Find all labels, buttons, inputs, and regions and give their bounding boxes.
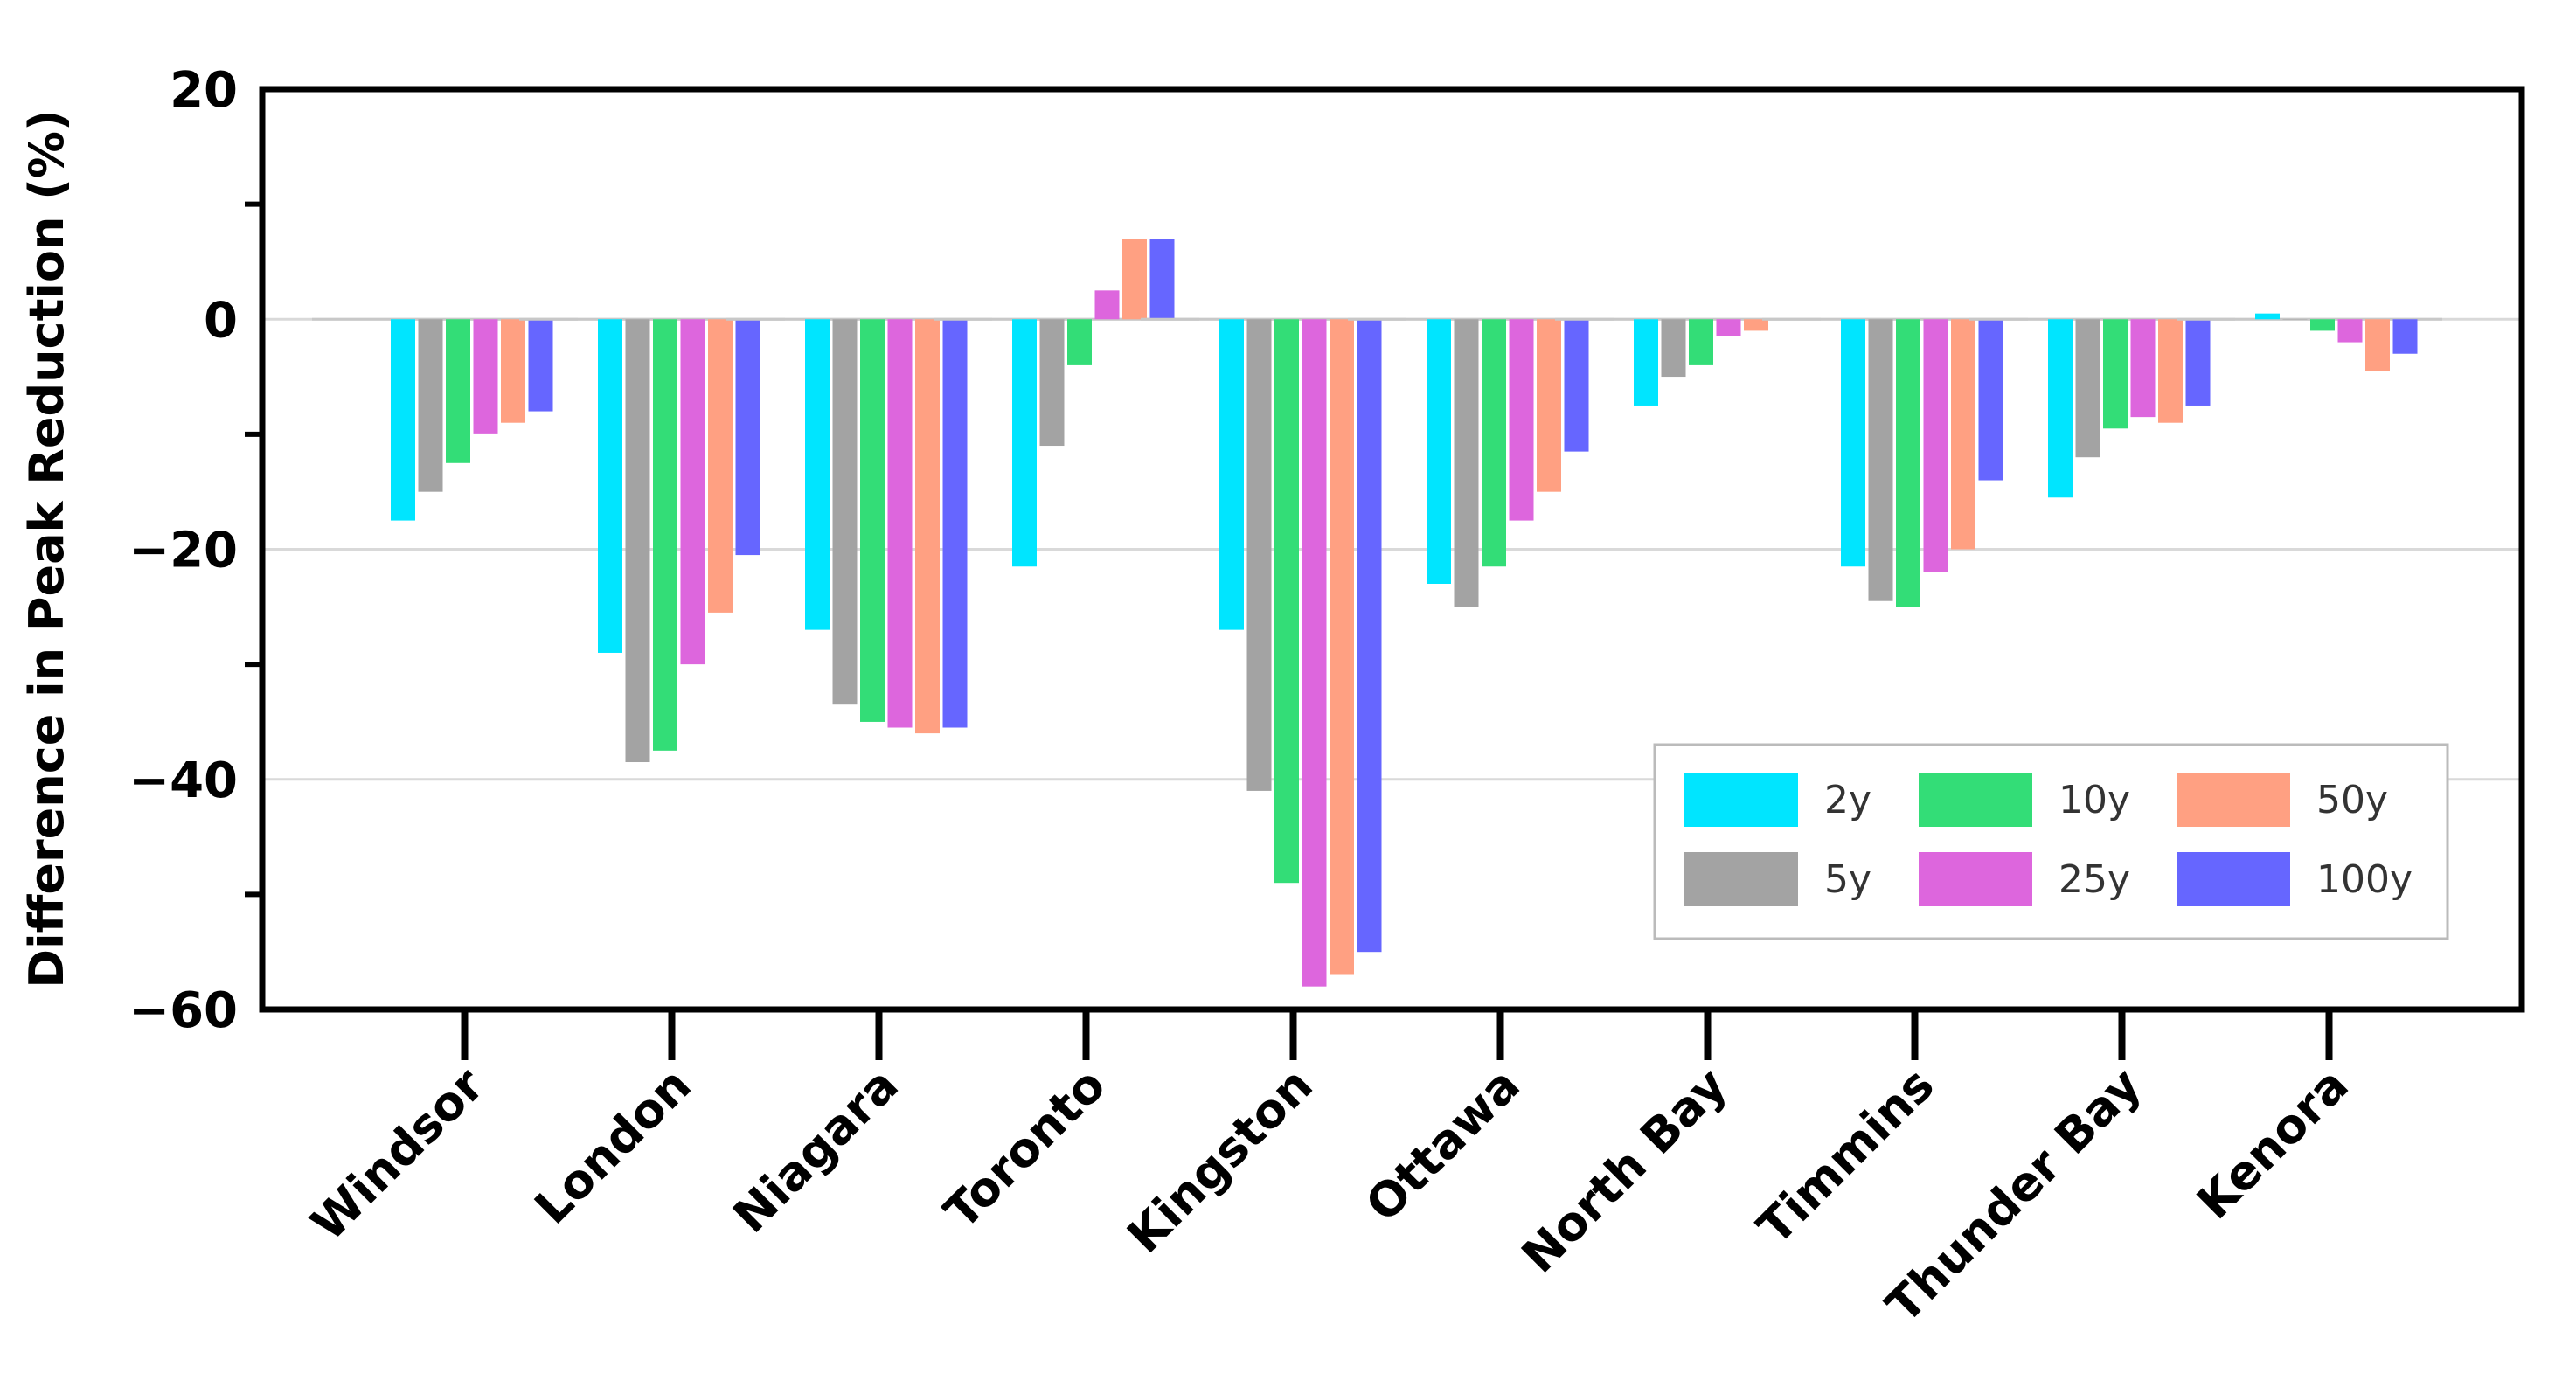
bar-timmins-100y [1978, 319, 2003, 481]
x-tick-label: Timmins [1746, 1058, 1944, 1255]
bar-kenora-50y [2365, 319, 2390, 371]
bar-kingston-5y [1246, 319, 1272, 791]
legend-swatch-100y [2177, 852, 2290, 906]
bar-timmins-50y [1951, 319, 1975, 550]
x-tick-label: London [524, 1058, 702, 1235]
bar-windsor-25y [473, 319, 498, 434]
bar-windsor-10y [446, 319, 470, 463]
bar-ottawa-50y [1537, 319, 1561, 492]
y-axis: 20 0 −20 −40 −60 [128, 62, 262, 1039]
bar-kenora-5y [2282, 319, 2308, 320]
legend-label-25y: 25y [2059, 857, 2130, 902]
x-axis: Windsor London Niagara Toronto Kingston Ottaw… [301, 1009, 2359, 1334]
bar-north-bay-25y [1716, 319, 1741, 336]
bar-timmins-25y [1923, 319, 1948, 572]
legend-label-50y: 50y [2316, 778, 2388, 822]
bar-kingston-25y [1302, 319, 1327, 987]
bar-niagara-50y [915, 319, 940, 734]
bar-kingston-10y [1274, 319, 1299, 884]
x-tick-label: Kingston [1117, 1058, 1323, 1264]
bar-niagara-10y [860, 319, 885, 722]
x-tick-label: Windsor [301, 1057, 495, 1251]
y-tick-label: 20 [170, 62, 238, 119]
bar-thunder-bay-10y [2103, 319, 2128, 429]
legend-label-2y: 2y [1824, 778, 1871, 822]
x-tick-label: Toronto [934, 1058, 1115, 1239]
bar-niagara-25y [887, 319, 913, 728]
bar-toronto-2y [1012, 319, 1037, 567]
bar-niagara-2y [805, 319, 830, 630]
bar-london-10y [653, 319, 677, 751]
bar-kingston-100y [1357, 319, 1382, 953]
bar-windsor-2y [391, 319, 415, 521]
legend-swatch-2y [1684, 773, 1798, 827]
bar-london-2y [598, 319, 622, 653]
bar-north-bay-2y [1634, 319, 1658, 406]
bar-kenora-100y [2392, 319, 2418, 354]
bar-london-100y [735, 319, 760, 556]
bar-ottawa-10y [1482, 319, 1506, 567]
legend-label-10y: 10y [2059, 778, 2130, 822]
bar-niagara-100y [942, 319, 968, 728]
plot-frame [259, 86, 2525, 1013]
bar-thunder-bay-25y [2130, 319, 2156, 418]
x-tick-label: North Bay [1511, 1058, 1738, 1284]
bar-ottawa-100y [1564, 319, 1589, 452]
y-tick-label: −20 [128, 523, 238, 579]
legend-label-100y: 100y [2316, 857, 2413, 902]
bar-timmins-10y [1896, 319, 1920, 607]
bar-niagara-5y [832, 319, 858, 705]
legend-swatch-5y [1684, 852, 1798, 906]
y-tick-label: −40 [128, 752, 238, 809]
bar-north-bay-10y [1689, 319, 1713, 365]
bar-north-bay-50y [1744, 319, 1768, 331]
bar-windsor-100y [528, 319, 553, 412]
bar-thunder-bay-50y [2158, 319, 2183, 423]
y-axis-label: Difference in Peak Reduction (%) [19, 109, 74, 988]
bar-north-bay-5y [1661, 319, 1686, 378]
bar-ottawa-25y [1509, 319, 1534, 521]
bar-kingston-2y [1219, 319, 1244, 630]
bar-ottawa-5y [1454, 319, 1479, 607]
bar-thunder-bay-2y [2048, 319, 2073, 498]
bar-kenora-25y [2337, 319, 2363, 343]
bar-kenora-2y [2255, 313, 2280, 320]
bar-thunder-bay-5y [2075, 319, 2100, 458]
legend-swatch-10y [1919, 773, 2032, 827]
bar-toronto-10y [1067, 319, 1092, 365]
legend-label-5y: 5y [1824, 857, 1871, 902]
x-tick-label: Niagara [723, 1058, 909, 1244]
bar-kenora-10y [2310, 319, 2335, 331]
legend-swatch-25y [1919, 852, 2032, 906]
bar-toronto-100y [1149, 239, 1175, 320]
bar-windsor-5y [418, 319, 443, 492]
bar-london-50y [708, 319, 733, 613]
bar-toronto-50y [1122, 239, 1147, 320]
y-tick-label: 0 [204, 292, 238, 349]
bar-london-5y [625, 319, 650, 763]
x-tick-label: Ottawa [1355, 1058, 1530, 1232]
y-tick-label: −60 [128, 982, 238, 1039]
bar-london-25y [680, 319, 705, 665]
bar-toronto-25y [1094, 290, 1120, 320]
legend-swatch-50y [2177, 773, 2290, 827]
legend: 2y 5y 10y 25y 50y 100y [1653, 743, 2449, 940]
x-tick-label: Kenora [2186, 1058, 2358, 1230]
bar-ottawa-2y [1427, 319, 1451, 584]
bar-toronto-5y [1039, 319, 1065, 447]
bar-thunder-bay-100y [2185, 319, 2211, 406]
bars [312, 239, 2442, 987]
bar-timmins-2y [1841, 319, 1865, 567]
bar-kingston-50y [1330, 319, 1354, 975]
bar-windsor-50y [501, 319, 525, 423]
bar-timmins-5y [1868, 319, 1893, 601]
